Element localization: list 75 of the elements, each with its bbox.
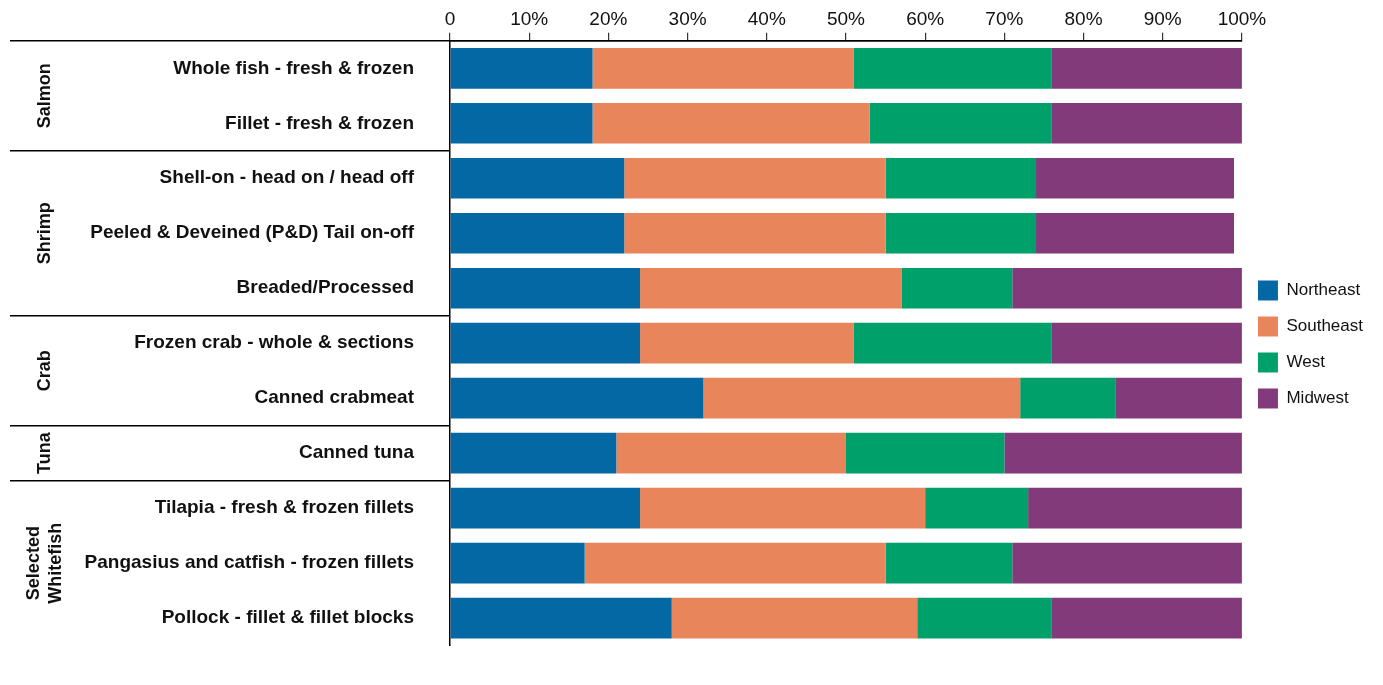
y-tick-label: Whole fish - fresh & frozen (173, 56, 414, 78)
x-tick-label: 50% (826, 7, 866, 29)
y-tick-label: Peeled & Deveined (P&D) Tail on-off (90, 221, 415, 243)
bar (901, 267, 1013, 309)
bar (624, 157, 886, 199)
bar (450, 47, 593, 89)
legend-label: West (1286, 352, 1326, 372)
bar (671, 597, 918, 639)
bar (1115, 377, 1242, 419)
bar (1012, 267, 1242, 309)
legend-label: Midwest (1286, 388, 1350, 408)
x-tick-label: 0 (444, 7, 456, 29)
bar (917, 597, 1052, 639)
bar (1004, 432, 1242, 474)
bar (450, 597, 672, 639)
bar (1051, 322, 1242, 364)
x-tick-label: 100% (1217, 7, 1267, 29)
x-tick-label: 10% (510, 7, 549, 29)
y-tick-label: Pollock - fillet & fillet blocks (161, 606, 414, 628)
x-tick-label: 30% (668, 7, 707, 29)
bar (845, 432, 1005, 474)
bar (1020, 377, 1116, 419)
text: Shrimp (33, 202, 54, 265)
x-tick-label: 70% (985, 7, 1024, 29)
text: Crab (33, 350, 54, 392)
y-tick-label: Shell-on - head on / head off (159, 166, 415, 188)
bar (1036, 212, 1235, 254)
y-tick-label: Frozen crab - whole & sections (134, 331, 414, 353)
x-tick-label: 90% (1143, 7, 1182, 29)
y-tick-label: Canned crabmeat (254, 386, 415, 408)
x-tick-label: 80% (1064, 7, 1103, 29)
bar (592, 102, 870, 144)
x-tick-label: 20% (589, 7, 628, 29)
y-tick-label: Breaded/Processed (236, 276, 414, 298)
bar (1036, 157, 1235, 199)
text: Selected Whitefish (22, 522, 65, 604)
bar (640, 267, 902, 309)
bar (584, 542, 886, 584)
bar (624, 212, 886, 254)
bar (1012, 542, 1242, 584)
bar (450, 212, 625, 254)
bar (450, 102, 593, 144)
legend-label: Southeast (1286, 316, 1364, 336)
bar (853, 47, 1052, 89)
bar (450, 487, 641, 529)
bar (1051, 597, 1242, 639)
bar (450, 157, 625, 199)
text: Salmon (33, 63, 54, 129)
text: Tuna (33, 431, 54, 474)
bar (869, 102, 1052, 144)
bar (450, 377, 704, 419)
bar (925, 487, 1029, 529)
bar (450, 432, 617, 474)
bar (450, 542, 585, 584)
bar (1051, 102, 1242, 144)
bar (885, 542, 1013, 584)
y-tick-label: Canned tuna (298, 441, 415, 463)
bar (640, 322, 854, 364)
x-tick-label: 40% (747, 7, 786, 29)
x-tick-label: 60% (906, 7, 945, 29)
bar (450, 267, 641, 309)
bar (885, 157, 1037, 199)
bar (1051, 47, 1242, 89)
bar (703, 377, 1021, 419)
bar (592, 47, 854, 89)
y-tick-label: Fillet - fresh & frozen (225, 111, 414, 133)
bar (885, 212, 1037, 254)
bar (450, 322, 641, 364)
bar (853, 322, 1052, 364)
bar (640, 487, 926, 529)
bar (1028, 487, 1242, 529)
legend-label: Northeast (1286, 280, 1361, 300)
y-tick-label: Pangasius and catfish - frozen fillets (84, 551, 414, 573)
y-tick-label: Tilapia - fresh & frozen fillets (154, 496, 414, 518)
bar (616, 432, 846, 474)
